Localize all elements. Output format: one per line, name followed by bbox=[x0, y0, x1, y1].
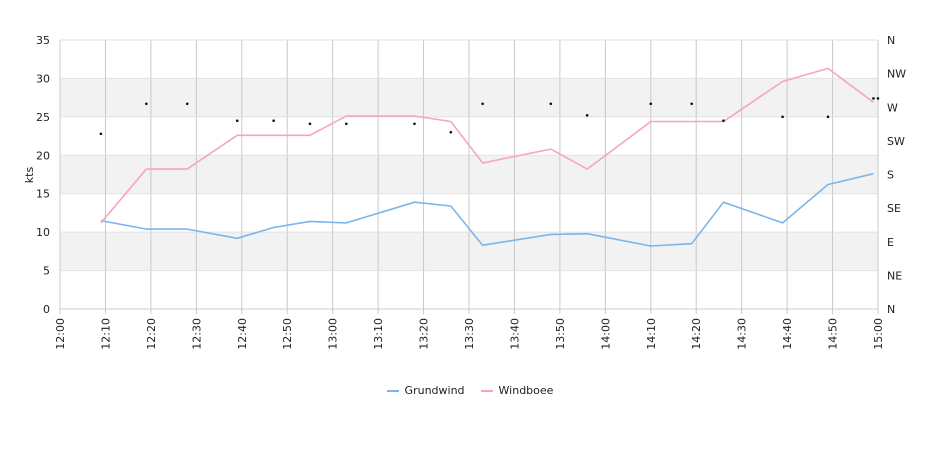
x-tick-label: 13:50 bbox=[554, 318, 567, 350]
legend-swatch-grundwind bbox=[386, 389, 399, 392]
x-tick-label: 14:00 bbox=[599, 318, 612, 350]
y-tick-label: 10 bbox=[36, 226, 50, 239]
direction-marker bbox=[185, 102, 189, 106]
direction-marker bbox=[308, 122, 312, 126]
direction-marker bbox=[235, 119, 239, 122]
direction-marker bbox=[145, 102, 148, 106]
direction-marker bbox=[99, 132, 103, 136]
direction-marker bbox=[585, 114, 589, 117]
x-tick-label: 12:30 bbox=[190, 318, 203, 350]
right-axis-label: E bbox=[887, 236, 894, 249]
direction-marker bbox=[345, 122, 348, 126]
legend-swatch-windboee bbox=[480, 389, 493, 392]
direction-marker bbox=[722, 119, 725, 122]
series-line-windboee bbox=[100, 67, 874, 224]
y-tick-label: 25 bbox=[36, 111, 50, 124]
x-tick-label: 12:40 bbox=[236, 318, 249, 350]
x-tick-label: 14:10 bbox=[645, 318, 658, 350]
direction-marker bbox=[781, 115, 784, 119]
right-axis-label: SW bbox=[887, 135, 905, 148]
direction-marker bbox=[690, 102, 693, 106]
y-tick-label: 15 bbox=[36, 188, 50, 201]
chart-svg: 0 5 10 15 20 25 30 35 N NE E SE S SW W NW N 12:00 12:10 1… bbox=[23, 34, 906, 350]
right-axis-label: N bbox=[887, 34, 895, 47]
legend-item-windboee[interactable]: Windboee bbox=[480, 384, 554, 397]
direction-marker bbox=[413, 122, 416, 126]
right-axis-label: N bbox=[887, 303, 895, 316]
legend-label-windboee: Windboee bbox=[498, 384, 554, 397]
legend: Grundwind Windboee bbox=[0, 384, 940, 397]
x-tick-label: 13:30 bbox=[463, 318, 476, 350]
x-tick-label: 13:10 bbox=[372, 318, 385, 350]
x-tick-label: 15:00 bbox=[872, 318, 885, 350]
x-tick-label: 12:10 bbox=[99, 318, 112, 350]
x-tick-label: 14:40 bbox=[781, 318, 794, 350]
right-axis-label: W bbox=[887, 101, 898, 114]
direction-marker bbox=[826, 115, 830, 119]
direction-marker bbox=[872, 97, 875, 100]
y-tick-label: 5 bbox=[43, 265, 50, 278]
legend-item-grundwind[interactable]: Grundwind bbox=[386, 384, 465, 397]
series-line-grundwind bbox=[100, 172, 874, 247]
legend-label-grundwind: Grundwind bbox=[404, 384, 465, 397]
x-tick-label: 12:20 bbox=[145, 318, 158, 350]
right-axis-label: SE bbox=[887, 202, 901, 215]
x-tick-label: 13:20 bbox=[418, 318, 431, 350]
x-tick-label: 14:50 bbox=[827, 318, 840, 350]
y-tick-label: 0 bbox=[43, 303, 50, 316]
direction-marker bbox=[649, 102, 653, 106]
x-tick-label: 14:30 bbox=[736, 318, 749, 350]
y-tick-label: 35 bbox=[36, 34, 50, 47]
direction-marker bbox=[449, 130, 453, 134]
y-tick-label: 30 bbox=[36, 72, 50, 85]
y-tick-label: 20 bbox=[36, 149, 50, 162]
right-axis-label: NW bbox=[887, 68, 906, 81]
y-axis-label: kts bbox=[23, 167, 36, 184]
x-tick-label: 13:00 bbox=[327, 318, 340, 350]
right-axis-label: NE bbox=[887, 269, 902, 282]
x-tick-label: 14:20 bbox=[690, 318, 703, 350]
direction-marker bbox=[549, 102, 553, 106]
direction-marker bbox=[481, 102, 484, 106]
right-axis-label: S bbox=[887, 169, 894, 182]
x-tick-label: 13:40 bbox=[508, 318, 521, 350]
direction-marker bbox=[876, 97, 880, 100]
x-tick-label: 12:50 bbox=[281, 318, 294, 350]
x-tick-label: 12:00 bbox=[54, 318, 67, 350]
direction-marker bbox=[272, 119, 275, 122]
